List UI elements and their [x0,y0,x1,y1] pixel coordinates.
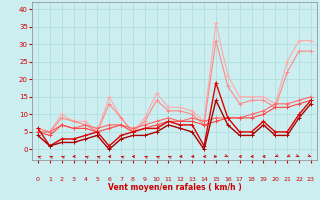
X-axis label: Vent moyen/en rafales ( km/h ): Vent moyen/en rafales ( km/h ) [108,183,241,192]
